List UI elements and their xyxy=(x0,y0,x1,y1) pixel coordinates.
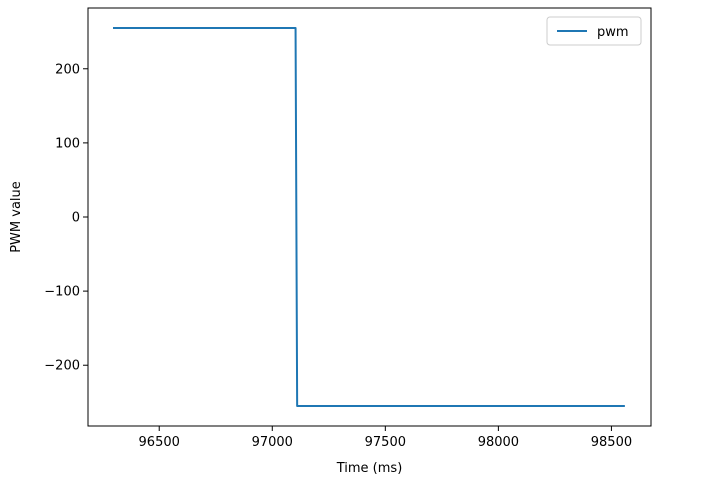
legend-box xyxy=(546,16,642,46)
x-tick-label: 98000 xyxy=(478,435,519,450)
plot-area xyxy=(88,8,651,426)
x-axis-label: Time (ms) xyxy=(336,461,403,476)
y-tick-label: 0 xyxy=(72,211,80,226)
y-tick-label: −200 xyxy=(44,359,80,374)
series-layer xyxy=(113,27,625,407)
x-tick-label: 97000 xyxy=(252,435,293,450)
x-tick-label: 97500 xyxy=(365,435,406,450)
x-tick-label: 98500 xyxy=(591,435,632,450)
y-axis: −200 −100 0 100 200 xyxy=(44,62,88,374)
legend-label-pwm: pwm xyxy=(597,25,629,40)
y-axis-label: PWM value xyxy=(9,181,24,253)
y-tick-label: 200 xyxy=(55,62,80,77)
x-axis: 96500 97000 97500 98000 98500 xyxy=(139,426,632,450)
x-tick-label: 96500 xyxy=(139,435,180,450)
y-tick-label: −100 xyxy=(44,285,80,300)
legend: pwm xyxy=(546,16,642,46)
y-tick-label: 100 xyxy=(55,136,80,151)
series-line-pwm xyxy=(113,27,625,407)
